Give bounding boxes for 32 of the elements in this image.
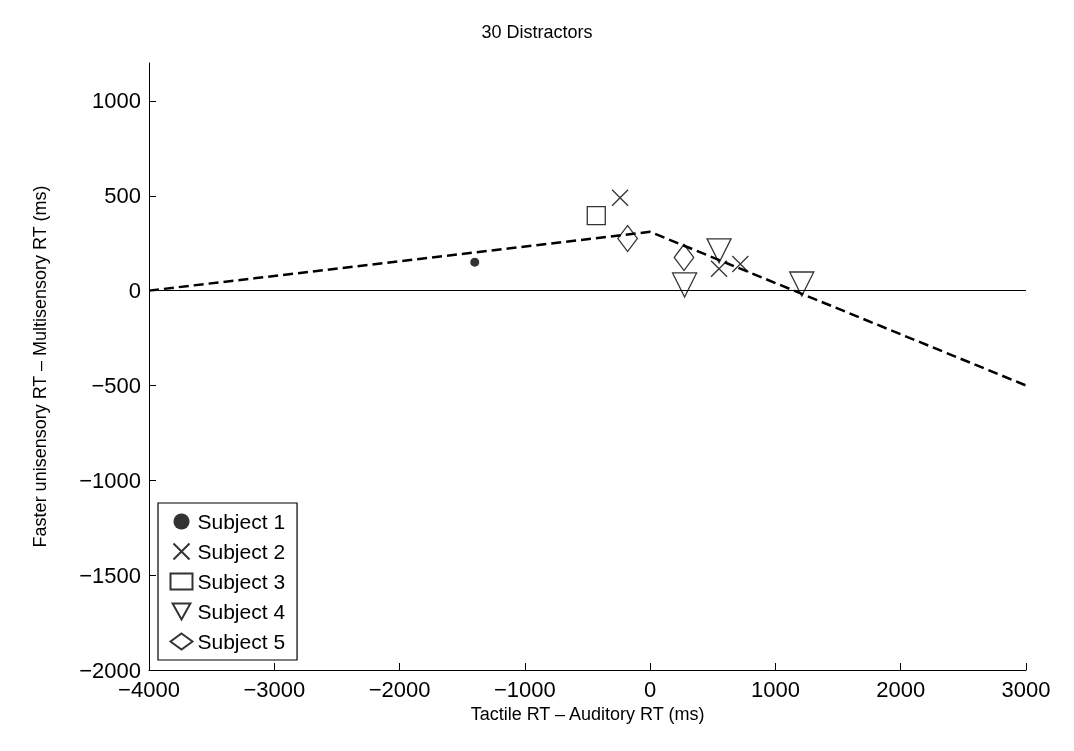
y-tick-label: 500 — [104, 183, 141, 209]
legend-label: Subject 3 — [197, 570, 286, 593]
point — [731, 255, 749, 273]
point — [470, 257, 480, 267]
x-tick-label: 3000 — [1001, 676, 1051, 702]
legend-label: Subject 5 — [197, 630, 286, 653]
y-tick-label: −500 — [91, 372, 141, 398]
y-axis-title: Faster unisensory RT – Multisensory RT (ms) — [30, 185, 50, 548]
y-tick-label: 1000 — [92, 88, 141, 114]
x-tick-label: −3000 — [243, 676, 306, 702]
point — [789, 271, 815, 297]
y-tick-label: −1000 — [79, 467, 141, 493]
x-axis-title: Tactile RT – Auditory RT (ms) — [470, 703, 705, 724]
legend-label: Subject 4 — [197, 600, 286, 623]
point — [710, 260, 728, 278]
y-tick-label: −1500 — [79, 562, 141, 588]
chart-title: 30 Distractors — [481, 22, 593, 42]
x-tick-label: −1000 — [493, 676, 556, 702]
x-tick-label: 1000 — [750, 676, 800, 702]
point — [706, 238, 732, 264]
x-tick-label: −2000 — [368, 676, 431, 702]
legend-label: Subject 1 — [197, 510, 286, 533]
y-tick-label: −2000 — [79, 657, 141, 683]
legend-label: Subject 2 — [197, 540, 286, 563]
point — [586, 206, 606, 226]
y-tick-label: 0 — [128, 278, 141, 304]
point — [617, 224, 638, 253]
x-tick-label: 2000 — [876, 676, 926, 702]
point — [611, 189, 629, 207]
point — [673, 243, 695, 272]
point — [671, 272, 698, 298]
x-tick-label: 0 — [644, 676, 657, 702]
